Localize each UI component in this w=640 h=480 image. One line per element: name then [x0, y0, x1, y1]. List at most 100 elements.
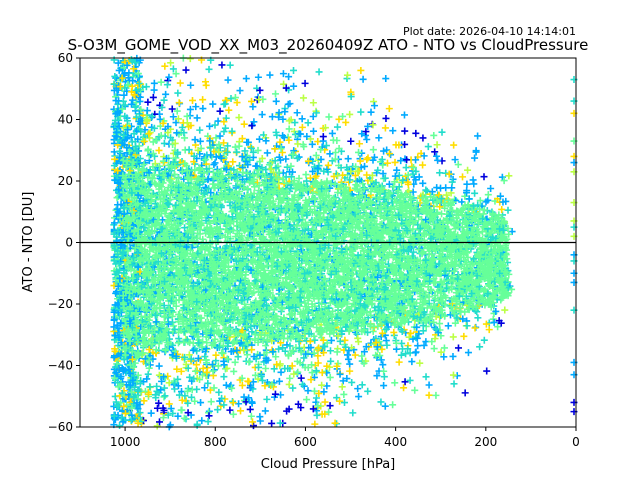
data-point [263, 149, 271, 157]
data-point [326, 347, 334, 355]
data-point [186, 105, 194, 113]
data-point [463, 180, 471, 188]
data-point [140, 397, 148, 405]
data-point [144, 370, 152, 378]
data-point [362, 128, 370, 136]
data-point [314, 402, 322, 410]
data-point [443, 191, 451, 199]
data-point [304, 387, 312, 395]
data-point [174, 375, 182, 383]
data-point [276, 138, 284, 146]
data-point [309, 112, 317, 120]
data-point [357, 108, 365, 116]
data-point [157, 386, 165, 394]
data-point [194, 354, 202, 362]
data-point [216, 107, 224, 115]
data-point [474, 132, 482, 140]
data-point [321, 398, 329, 406]
data-point [464, 166, 472, 174]
data-point [281, 108, 289, 116]
data-point [166, 304, 174, 312]
data-point [249, 422, 257, 430]
data-point [450, 380, 458, 388]
data-point [422, 373, 430, 381]
data-point [245, 358, 253, 366]
data-point [216, 132, 224, 140]
data-point [367, 108, 375, 116]
data-point [333, 348, 341, 356]
data-point [385, 105, 393, 113]
data-point [160, 373, 168, 381]
data-point [186, 55, 194, 63]
data-point [196, 126, 204, 134]
data-point [204, 418, 212, 426]
data-point [304, 157, 312, 165]
data-point [287, 162, 295, 170]
data-point [454, 161, 462, 169]
data-point [256, 413, 264, 421]
data-point [221, 100, 229, 108]
data-point [182, 66, 190, 74]
data-point [381, 402, 389, 410]
data-point [231, 94, 239, 102]
data-point [298, 380, 306, 388]
data-point [380, 382, 388, 390]
data-point [156, 418, 164, 426]
data-point [442, 169, 450, 177]
data-point [275, 345, 283, 353]
data-point [345, 355, 353, 363]
data-point [424, 143, 432, 151]
data-point [155, 399, 163, 407]
data-point [193, 114, 201, 122]
data-point [482, 320, 490, 328]
data-point [320, 167, 328, 175]
data-point [220, 373, 228, 381]
data-point [178, 123, 186, 131]
data-point [471, 324, 479, 332]
data-point [444, 322, 452, 330]
data-point [285, 125, 293, 133]
data-point [463, 322, 471, 330]
data-point [243, 138, 251, 146]
data-point [172, 154, 180, 162]
data-point [339, 377, 347, 385]
data-point [309, 167, 317, 175]
data-point [419, 161, 427, 169]
data-point [380, 373, 388, 381]
data-point [461, 192, 469, 200]
data-point [451, 156, 459, 164]
data-point [228, 384, 236, 392]
data-point [169, 409, 177, 417]
data-point [277, 339, 285, 347]
data-point [408, 163, 416, 171]
data-point [304, 119, 312, 127]
data-point [383, 159, 391, 167]
data-point [229, 410, 237, 418]
data-point [431, 148, 439, 156]
data-point [425, 391, 433, 399]
data-point [283, 163, 291, 171]
data-point [261, 407, 269, 415]
data-point [382, 325, 390, 333]
data-point [199, 105, 207, 113]
data-point [165, 400, 173, 408]
data-point [419, 179, 427, 187]
data-point [397, 351, 405, 359]
data-point [347, 137, 355, 145]
data-point [249, 103, 257, 111]
data-point [487, 184, 495, 192]
data-point [309, 99, 317, 107]
data-point [343, 71, 351, 79]
data-point [449, 371, 457, 379]
data-point [188, 393, 196, 401]
data-point [189, 346, 197, 354]
data-point [379, 170, 387, 178]
data-point [167, 405, 175, 413]
data-point [359, 180, 367, 188]
data-point [165, 73, 173, 81]
data-point [359, 75, 367, 83]
data-point [377, 398, 385, 406]
data-point [312, 109, 320, 117]
data-point [364, 387, 372, 395]
data-point [336, 370, 344, 378]
